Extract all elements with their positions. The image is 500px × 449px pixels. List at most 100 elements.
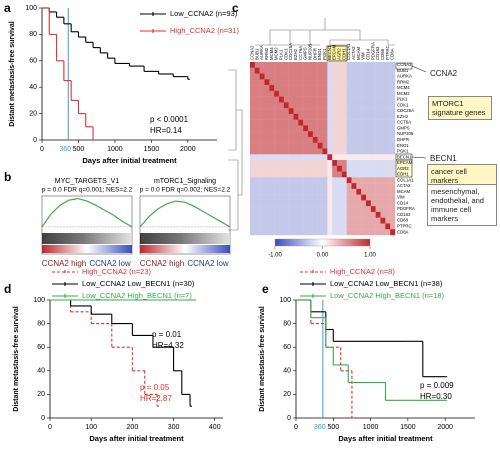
heatmap-cell bbox=[366, 194, 372, 201]
heatmap-cell bbox=[332, 154, 338, 161]
heatmap-cell bbox=[332, 165, 338, 172]
heatmap-cell bbox=[259, 183, 265, 190]
heatmap-cell bbox=[370, 148, 376, 155]
heatmap-cell bbox=[366, 96, 372, 103]
heatmap-cell bbox=[361, 188, 367, 195]
heatmap-cell bbox=[375, 223, 381, 230]
heatmap-cell bbox=[356, 183, 362, 190]
heatmap-cell bbox=[361, 206, 367, 213]
heatmap-cell bbox=[308, 142, 314, 149]
heatmap-cell bbox=[322, 188, 328, 195]
y-tick-label: 20 bbox=[29, 110, 37, 117]
heatmap-cell bbox=[327, 67, 333, 74]
heatmap-cell bbox=[351, 90, 357, 97]
heatmap-cell bbox=[346, 79, 352, 86]
heatmap-cell bbox=[279, 119, 285, 126]
heatmap-cell bbox=[351, 96, 357, 103]
heatmap-cell bbox=[366, 131, 372, 138]
heatmap-cell bbox=[317, 90, 323, 97]
heatmap-cell bbox=[259, 229, 265, 236]
heatmap-cell bbox=[375, 113, 381, 120]
heatmap-cell bbox=[293, 108, 299, 115]
heatmap-cell bbox=[269, 211, 275, 218]
heatmap-cell bbox=[279, 177, 285, 184]
heatmap-cell bbox=[366, 183, 372, 190]
heatmap-cell bbox=[264, 200, 270, 207]
heatmap-cell bbox=[308, 188, 314, 195]
heatmap-cell bbox=[308, 183, 314, 190]
heatmap-cell bbox=[375, 108, 381, 115]
y-axis-label: Distant metastasis-free survival bbox=[259, 306, 266, 411]
colorbar-tick-label: -1.00 bbox=[268, 253, 282, 259]
heatmap-cell bbox=[274, 142, 280, 149]
heatmap-cell bbox=[298, 136, 304, 143]
heatmap-cell bbox=[312, 67, 318, 74]
heatmap-cell bbox=[298, 194, 304, 201]
heatmap-cell bbox=[303, 217, 309, 224]
row-label: PTPRC bbox=[397, 223, 412, 228]
heatmap-cell bbox=[341, 171, 347, 178]
row-label: BECN1 bbox=[397, 154, 412, 159]
heatmap-cell bbox=[380, 125, 386, 132]
heatmap-cell bbox=[322, 200, 328, 207]
heatmap-cell bbox=[259, 206, 265, 213]
heatmap-cell bbox=[375, 125, 381, 132]
heatmap-cell bbox=[385, 188, 391, 195]
heatmap-cell bbox=[332, 223, 338, 230]
heatmap-cell bbox=[351, 85, 357, 92]
heatmap-cell bbox=[274, 206, 280, 213]
row-label: COL1A1 bbox=[397, 177, 414, 182]
heatmap-cell bbox=[332, 108, 338, 115]
heatmap-cell bbox=[390, 119, 396, 126]
heatmap-cell bbox=[341, 73, 347, 80]
heatmap-cell bbox=[274, 154, 280, 161]
heatmap-cell bbox=[361, 160, 367, 166]
heatmap-cell bbox=[356, 102, 362, 109]
heatmap-cell bbox=[312, 200, 318, 207]
heatmap-cell bbox=[298, 183, 304, 190]
heatmap-cell bbox=[269, 73, 275, 80]
heatmap-cell bbox=[390, 148, 396, 155]
heatmap-cell bbox=[317, 154, 323, 161]
annotation: p = 0.05 bbox=[140, 383, 170, 392]
legend-label: Low_CCNA2 High_BECN1 (n=7) bbox=[82, 291, 192, 300]
heatmap-cell bbox=[264, 102, 270, 109]
heatmap-cell bbox=[341, 119, 347, 126]
heatmap-cell bbox=[370, 96, 376, 103]
heatmap-cell bbox=[370, 194, 376, 201]
heatmap-cell bbox=[370, 154, 376, 161]
heatmap-cell bbox=[317, 136, 323, 143]
heatmap-cell bbox=[250, 154, 256, 161]
heatmap-cell bbox=[361, 125, 367, 132]
colorbar-tick-label: 0.00 bbox=[317, 253, 329, 259]
heatmap-cell bbox=[370, 90, 376, 97]
heatmap-cell bbox=[259, 90, 265, 97]
heatmap-cell bbox=[385, 200, 391, 207]
heatmap-cell bbox=[366, 125, 372, 132]
heatmap-cell bbox=[341, 188, 347, 195]
heatmap-cell bbox=[366, 67, 372, 74]
heatmap-cell bbox=[366, 223, 372, 230]
heatmap-cell bbox=[385, 96, 391, 103]
heatmap-cell bbox=[293, 171, 299, 178]
heatmap-cell bbox=[375, 131, 381, 138]
heatmap-cell bbox=[322, 171, 328, 178]
heatmap-cell bbox=[283, 206, 289, 213]
heatmap-cell bbox=[298, 188, 304, 195]
heatmap-cell bbox=[279, 90, 285, 97]
heatmap-cell bbox=[370, 160, 376, 166]
heatmap-cell bbox=[274, 211, 280, 218]
heatmap-cell bbox=[341, 96, 347, 103]
heatmap-cell bbox=[317, 102, 323, 109]
heatmap-cell bbox=[293, 62, 299, 68]
heatmap-cell bbox=[312, 217, 318, 224]
heatmap-cell bbox=[288, 131, 294, 138]
heatmap-cell bbox=[390, 160, 396, 166]
heatmap-cell bbox=[341, 206, 347, 213]
heatmap-cell bbox=[366, 177, 372, 184]
heatmap-cell bbox=[356, 200, 362, 207]
heatmap-cell bbox=[337, 194, 343, 201]
heatmap-cell bbox=[327, 183, 333, 190]
heatmap-cell bbox=[380, 177, 386, 184]
column-label: CDK1 bbox=[283, 48, 288, 60]
